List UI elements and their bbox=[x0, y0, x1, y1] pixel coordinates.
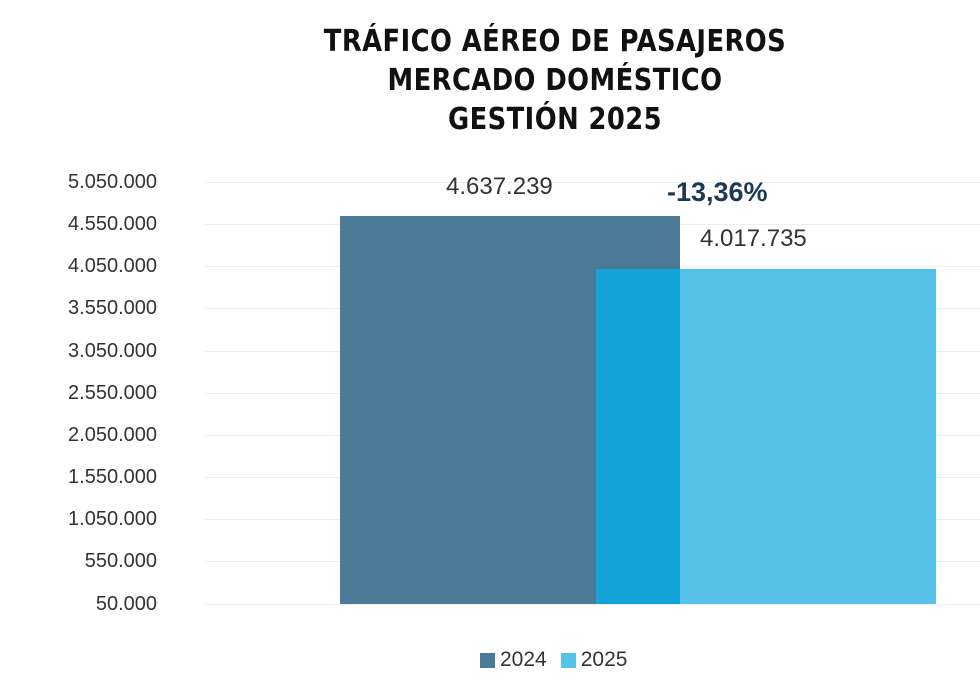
y-tick: 550.000 bbox=[84, 550, 157, 572]
y-tick: 4.050.000 bbox=[68, 255, 157, 277]
y-tick: 1.550.000 bbox=[68, 466, 157, 488]
chart-title: TRÁFICO AÉREO DE PASAJEROS MERCADO DOMÉS… bbox=[0, 22, 980, 139]
value-label-2024: 4.637.239 bbox=[446, 173, 553, 200]
legend-item-2024: 2024 bbox=[480, 648, 547, 672]
legend-swatch-2024 bbox=[480, 652, 495, 668]
change-percentage: -13,36% bbox=[667, 177, 768, 207]
legend-label: 2025 bbox=[580, 648, 628, 671]
y-tick: 2.050.000 bbox=[68, 424, 157, 446]
legend-swatch-2025 bbox=[560, 652, 576, 668]
title-line-1: TRÁFICO AÉREO DE PASAJEROS bbox=[323, 24, 787, 59]
y-tick: 3.550.000 bbox=[68, 297, 157, 319]
y-tick: 2.550.000 bbox=[68, 382, 157, 404]
y-tick: 3.050.000 bbox=[68, 340, 157, 362]
legend-item-2025: 2025 bbox=[560, 648, 628, 672]
title-line-3: GESTIÓN 2025 bbox=[447, 102, 663, 137]
legend: 2024 2025 bbox=[480, 648, 641, 672]
gridline bbox=[205, 604, 980, 605]
bar-overlap bbox=[596, 269, 680, 604]
title-line-2: MERCADO DOMÉSTICO bbox=[387, 63, 723, 98]
gridline bbox=[205, 182, 980, 183]
y-tick: 1.050.000 bbox=[68, 508, 157, 530]
y-tick: 4.550.000 bbox=[68, 213, 157, 235]
y-tick: 50.000 bbox=[95, 593, 157, 615]
y-tick: 5.050.000 bbox=[68, 171, 157, 193]
legend-label: 2024 bbox=[500, 648, 547, 671]
value-label-2025: 4.017.735 bbox=[700, 225, 807, 252]
